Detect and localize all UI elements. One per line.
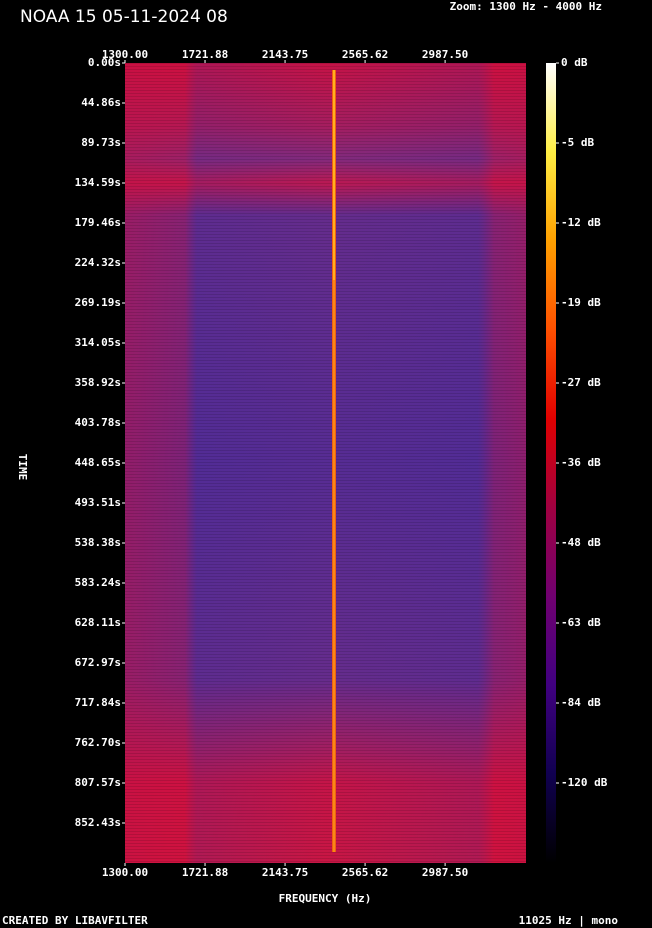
y-tick-label: 89.73s xyxy=(81,136,121,149)
y-tick-label: 358.92s xyxy=(75,376,121,389)
y-tick-label: 583.24s xyxy=(75,576,121,589)
colorbar-tick-label: -63 dB xyxy=(561,616,601,629)
y-tick-label: 493.51s xyxy=(75,496,121,509)
y-tick-label: 269.19s xyxy=(75,296,121,309)
y-tick-label: 448.65s xyxy=(75,456,121,469)
chart-title: NOAA 15 05-11-2024 08 xyxy=(20,7,228,27)
y-tick-label: 0.00s xyxy=(88,56,121,69)
y-tick-label: 538.38s xyxy=(75,536,121,549)
colorbar-tick-label: -12 dB xyxy=(561,216,601,229)
y-tick-label: 44.86s xyxy=(81,96,121,109)
y-tick-label: 134.59s xyxy=(75,176,121,189)
y-tick-label: 717.84s xyxy=(75,696,121,709)
x-tick-label: 2565.62 xyxy=(342,48,388,61)
colorbar-tick-label: -36 dB xyxy=(561,456,601,469)
x-tick-label: 2987.50 xyxy=(422,48,468,61)
x-tick-label: 1300.00 xyxy=(102,866,148,879)
colorbar-tick-label: -27 dB xyxy=(561,376,601,389)
colorbar-tick-label: -84 dB xyxy=(561,696,601,709)
x-tick-label: 2987.50 xyxy=(422,866,468,879)
x-tick-label: 1300.00 xyxy=(102,48,148,61)
x-axis-label: FREQUENCY (Hz) xyxy=(279,892,372,905)
spectrogram xyxy=(125,63,526,863)
x-tick-label: 2143.75 xyxy=(262,866,308,879)
colorbar-tick-label: -48 dB xyxy=(561,536,601,549)
colorbar-tick-label: -120 dB xyxy=(561,776,608,789)
y-tick-label: 224.32s xyxy=(75,256,121,269)
x-tick-label: 2143.75 xyxy=(262,48,308,61)
colorbar-tick-label: -5 dB xyxy=(561,136,594,149)
y-tick-label: 852.43s xyxy=(75,816,121,829)
x-tick-label: 2565.62 xyxy=(342,866,388,879)
y-tick-label: 807.57s xyxy=(75,776,121,789)
x-tick-label: 1721.88 xyxy=(182,866,228,879)
y-tick-label: 762.70s xyxy=(75,736,121,749)
subtitle: Zoom: 1300 Hz - 4000 Hz xyxy=(450,0,602,13)
y-tick-label: 628.11s xyxy=(75,616,121,629)
footer-right: 11025 Hz | mono xyxy=(519,914,619,927)
colorbar-tick-label: -19 dB xyxy=(561,296,601,309)
colorbar xyxy=(546,63,556,863)
y-tick-label: 403.78s xyxy=(75,416,121,429)
x-tick-label: 1721.88 xyxy=(182,48,228,61)
y-tick-label: 314.05s xyxy=(75,336,121,349)
y-tick-label: 672.97s xyxy=(75,656,121,669)
y-axis-label: TIME xyxy=(16,454,29,481)
y-tick-label: 179.46s xyxy=(75,216,121,229)
footer-left: CREATED BY LIBAVFILTER xyxy=(2,914,148,927)
colorbar-tick-label: 0 dB xyxy=(561,56,588,69)
